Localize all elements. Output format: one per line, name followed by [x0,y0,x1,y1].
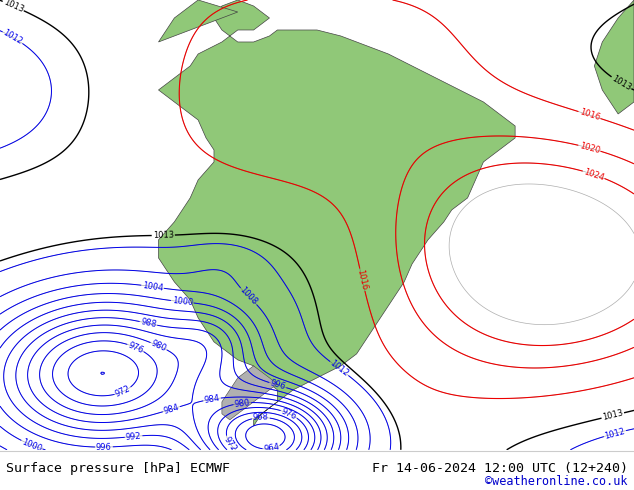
Text: 1013: 1013 [610,74,633,93]
Text: 1000: 1000 [171,296,193,307]
Text: 996: 996 [269,378,287,392]
Polygon shape [595,0,634,114]
Text: 976: 976 [127,340,145,355]
Text: Surface pressure [hPa] ECMWF: Surface pressure [hPa] ECMWF [6,462,230,475]
Polygon shape [158,0,515,426]
Text: ©weatheronline.co.uk: ©weatheronline.co.uk [485,475,628,488]
Text: 1013: 1013 [2,0,25,14]
Text: 972: 972 [222,435,238,453]
Text: 1012: 1012 [328,359,351,378]
Text: 1008: 1008 [238,286,259,307]
Text: 980: 980 [234,398,250,409]
Text: 972: 972 [114,384,132,399]
Polygon shape [158,0,238,42]
Text: 984: 984 [162,403,180,416]
Text: 968: 968 [252,413,269,422]
Text: 1012: 1012 [1,28,24,47]
Text: 1004: 1004 [141,281,164,293]
Text: 964: 964 [262,443,280,454]
Polygon shape [222,366,278,420]
Text: Fr 14-06-2024 12:00 UTC (12+240): Fr 14-06-2024 12:00 UTC (12+240) [372,462,628,475]
Text: 1013: 1013 [153,231,174,240]
Text: 1016: 1016 [356,269,369,291]
Text: 1016: 1016 [578,107,601,122]
Text: 992: 992 [126,431,142,441]
Text: 988: 988 [139,318,157,329]
Text: 980: 980 [150,339,168,353]
Text: 984: 984 [204,393,221,405]
Text: 1012: 1012 [604,426,626,441]
Text: 1024: 1024 [582,167,605,182]
Text: 1000: 1000 [20,437,43,453]
Text: 1020: 1020 [578,141,601,155]
Text: 1013: 1013 [602,409,624,422]
Text: 976: 976 [280,406,298,421]
Text: 996: 996 [96,442,112,452]
